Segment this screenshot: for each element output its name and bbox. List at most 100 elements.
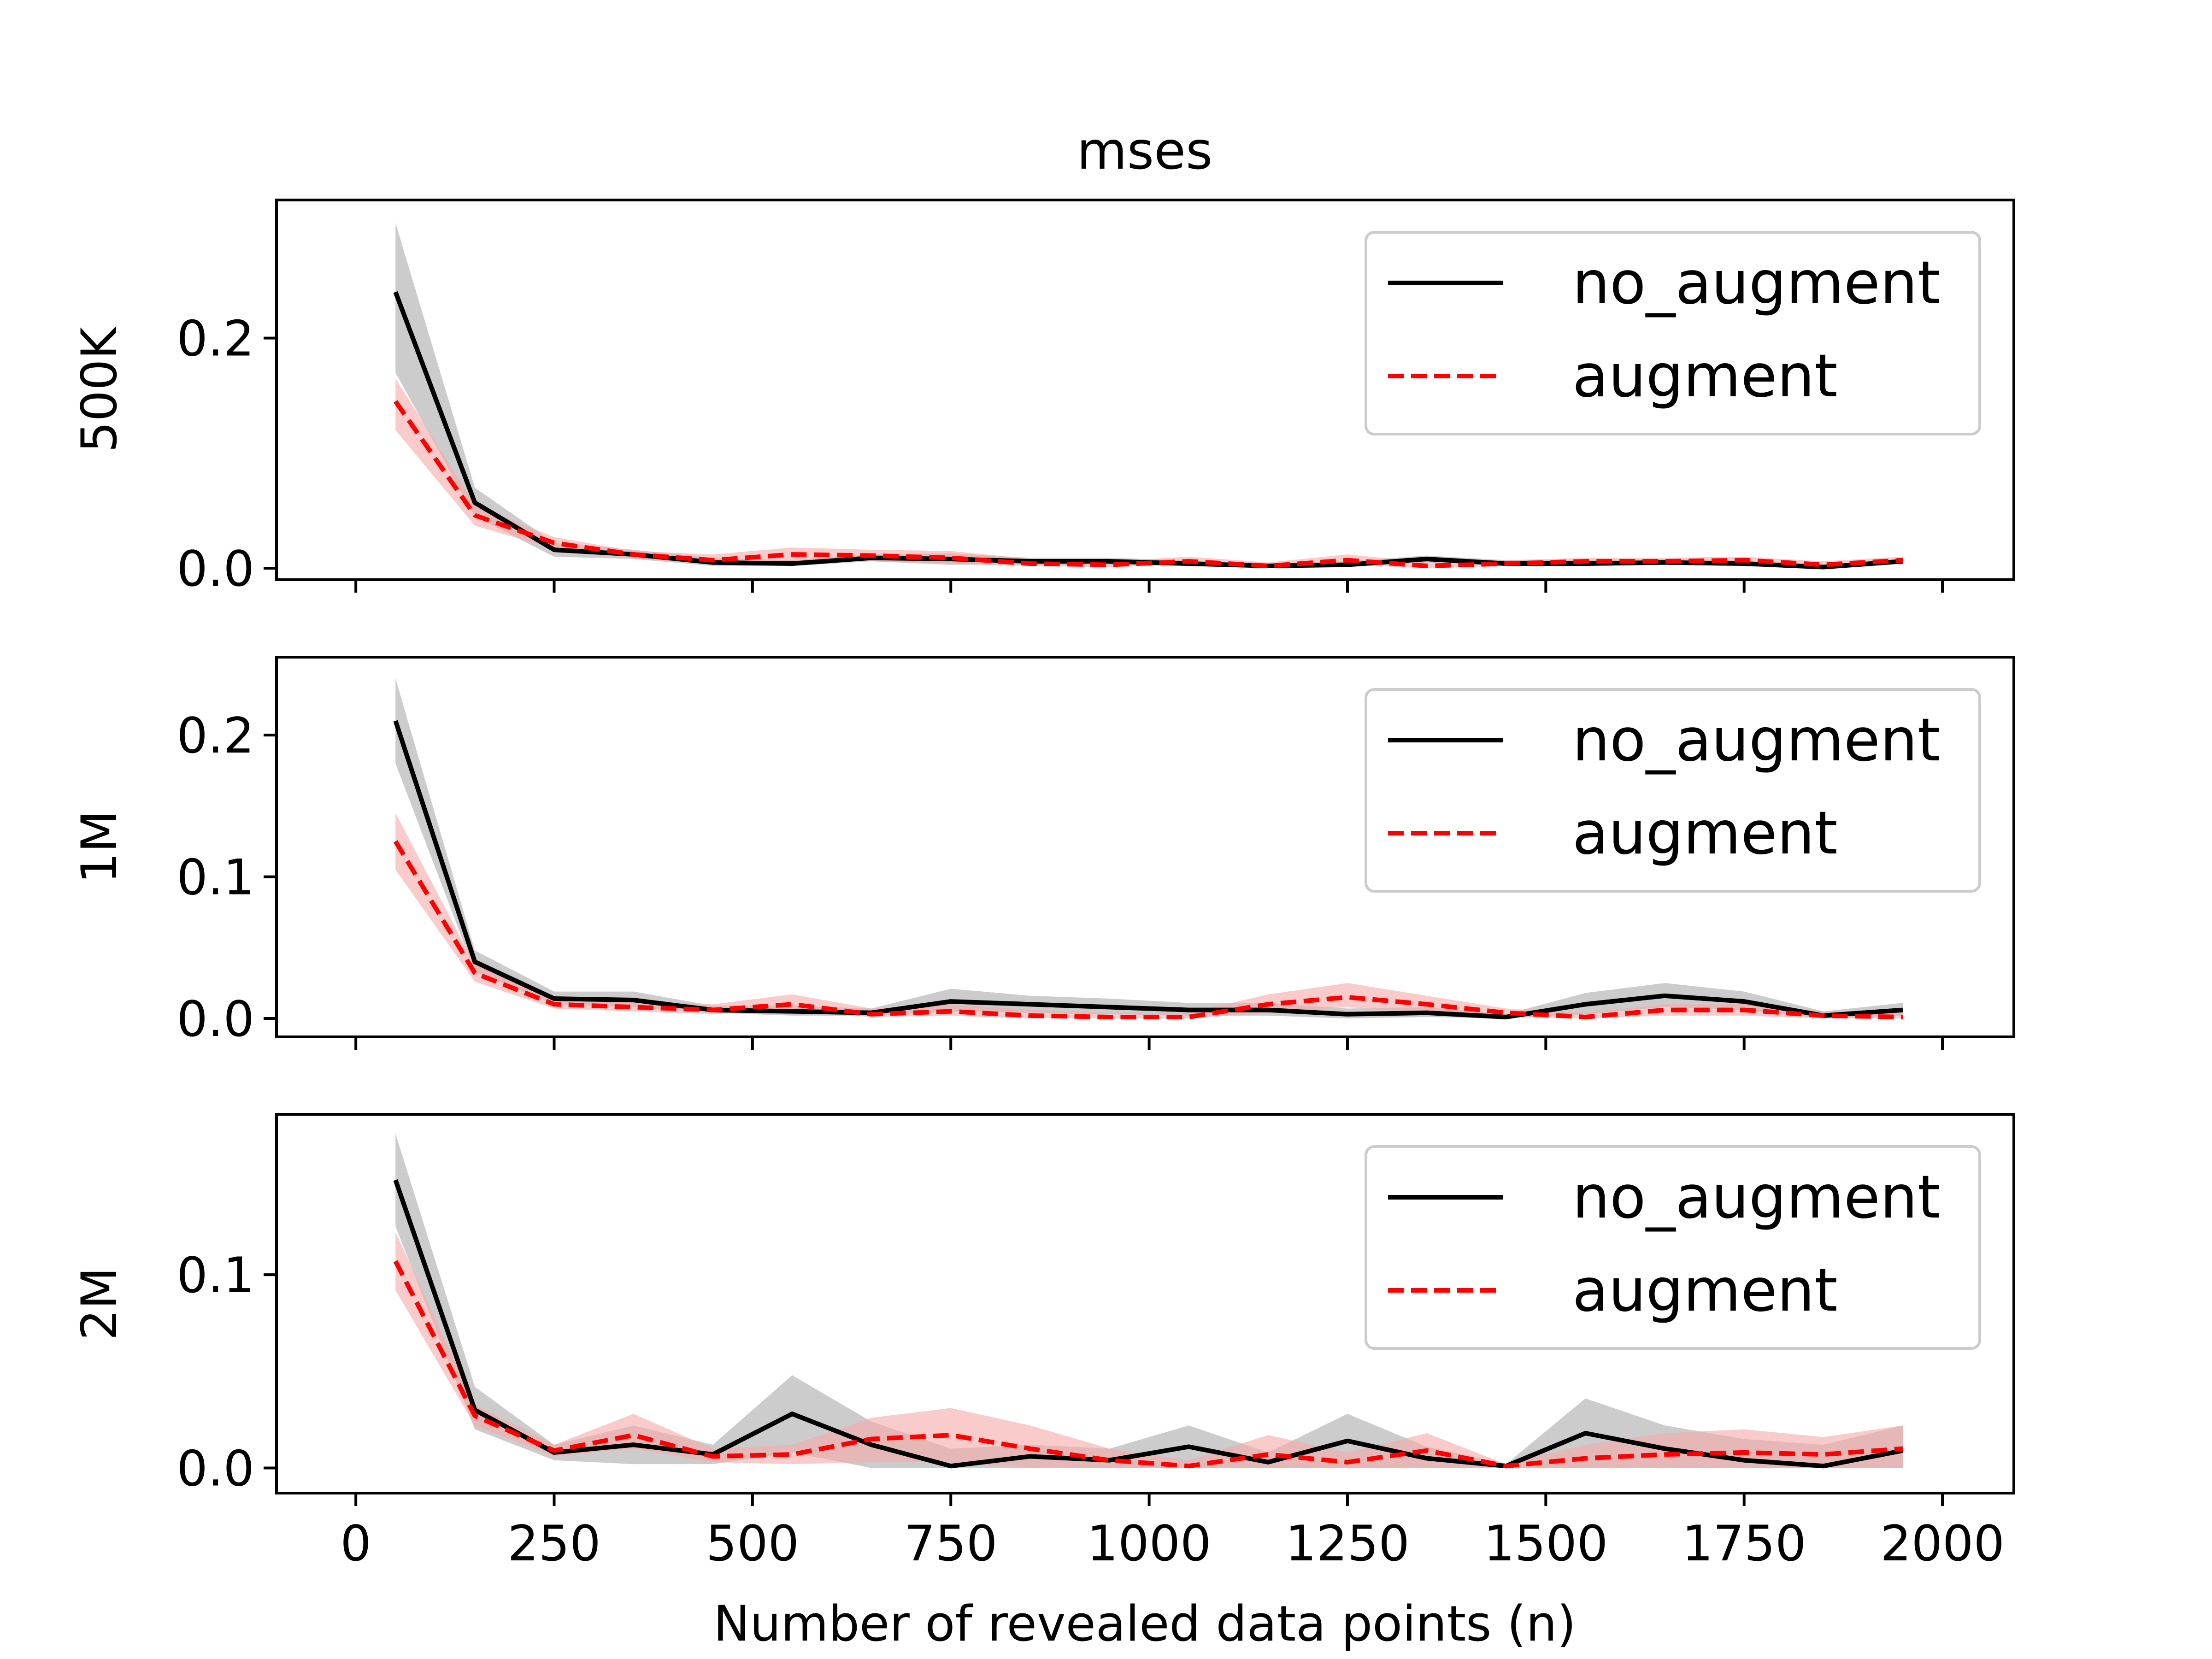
data-point-augment: [1109, 1017, 1110, 1018]
data-point-augment: [1744, 1452, 1745, 1453]
x-tick-label: 0: [340, 1515, 371, 1572]
data-point-augment: [633, 1006, 634, 1007]
y-tick-label: 0.0: [176, 991, 254, 1047]
data-point-augment: [1188, 561, 1189, 562]
y-axis-label: 1M: [71, 811, 128, 884]
data-point-augment: [554, 1450, 555, 1451]
data-point-no_augment: [1823, 567, 1824, 568]
data-point-augment: [1268, 1004, 1269, 1005]
data-point-no_augment: [554, 549, 555, 550]
data-point-no_augment: [1744, 1460, 1745, 1461]
x-tick-label: 1500: [1483, 1515, 1608, 1572]
legend-label-no_augment: no_augment: [1572, 1163, 1941, 1232]
series-line-augment: [393, 1260, 1903, 1469]
data-point-augment: [1188, 1465, 1189, 1466]
x-tick-label: 250: [507, 1515, 600, 1572]
data-point-no_augment: [633, 1444, 634, 1445]
panel-2M: 0.0 0.1 0 250 500 750 1000 1250 1500 1750 2000 2M no…: [71, 1113, 2015, 1572]
data-point-augment: [1902, 1448, 1903, 1449]
data-point-no_augment: [474, 961, 475, 962]
axes-frame: [275, 656, 2015, 1038]
data-point-augment: [474, 515, 475, 516]
data-point-augment: [474, 1415, 475, 1416]
data-point-no_augment: [1268, 1462, 1269, 1463]
plot-area: [393, 1133, 1903, 1469]
data-point-augment: [1426, 1004, 1427, 1005]
data-point-augment: [395, 1261, 396, 1262]
data-point-augment: [792, 554, 793, 555]
data-point-augment: [950, 558, 951, 559]
data-point-augment: [1744, 1010, 1745, 1011]
data-point-no_augment: [1426, 1012, 1427, 1013]
data-point-no_augment: [1109, 561, 1110, 562]
data-point-no_augment: [1744, 1001, 1745, 1002]
data-point-augment: [1426, 565, 1427, 566]
series-line-augment: [393, 840, 1903, 1019]
data-point-augment: [1188, 1017, 1189, 1018]
data-point-no_augment: [792, 563, 793, 564]
series-line-no_augment: [393, 720, 1903, 1019]
data-point-no_augment: [950, 1001, 951, 1002]
data-point-augment: [950, 1011, 951, 1012]
data-point-augment: [1744, 560, 1745, 561]
x-tick-label: 1000: [1087, 1515, 1212, 1572]
panels-group: 0.00.2500Kno_augmentaugment0.00.10.21Mno…: [71, 199, 2015, 1572]
data-point-augment: [1823, 1015, 1824, 1016]
data-point-augment: [871, 555, 872, 556]
data-point-augment: [395, 841, 396, 842]
data-point-no_augment: [554, 998, 555, 999]
legend-frame: [1365, 1145, 1981, 1350]
data-point-no_augment: [1188, 1010, 1189, 1011]
x-tick-label: 2000: [1880, 1515, 2005, 1572]
plot-area: [393, 223, 1903, 570]
y-tick-label: 0.0: [176, 1440, 254, 1497]
data-point-no_augment: [1823, 1465, 1824, 1466]
data-point-augment: [1347, 1462, 1348, 1463]
y-tick-label: 0.2: [176, 707, 254, 764]
data-point-augment: [712, 1456, 713, 1457]
legend-label-augment: augment: [1572, 342, 1838, 411]
data-point-no_augment: [474, 502, 475, 503]
data-point-augment: [554, 542, 555, 543]
data-point-no_augment: [1585, 1433, 1586, 1434]
x-tick-label: 1750: [1682, 1515, 1806, 1572]
x-tick-label: 500: [706, 1515, 799, 1572]
data-point-augment: [712, 1010, 713, 1011]
legend-frame: [1365, 688, 1981, 893]
data-point-augment: [1585, 561, 1586, 562]
data-point-augment: [1347, 997, 1348, 998]
data-point-augment: [474, 973, 475, 974]
x-tick-label: 1250: [1285, 1515, 1410, 1572]
data-point-augment: [1426, 1450, 1427, 1451]
data-point-no_augment: [1347, 1014, 1348, 1015]
plot-area: [393, 678, 1903, 1019]
data-point-no_augment: [1902, 1010, 1903, 1011]
data-point-augment: [712, 560, 713, 561]
legend-label-augment: augment: [1572, 1256, 1838, 1325]
y-tick-label: 0.0: [176, 541, 254, 597]
data-point-no_augment: [950, 1465, 951, 1466]
data-point-augment: [1585, 1458, 1586, 1459]
data-point-no_augment: [792, 1413, 793, 1414]
data-point-augment: [1585, 1017, 1586, 1018]
data-point-no_augment: [1188, 1446, 1189, 1447]
data-point-augment: [792, 1004, 793, 1005]
data-point-augment: [1268, 1454, 1269, 1455]
band-augment: [395, 813, 1903, 1019]
legend-label-augment: augment: [1572, 799, 1838, 868]
y-tick-label: 0.1: [176, 849, 254, 906]
data-point-no_augment: [395, 292, 396, 293]
data-point-no_augment: [395, 1180, 396, 1181]
data-point-no_augment: [871, 1444, 872, 1445]
data-point-augment: [395, 401, 396, 402]
data-point-augment: [1902, 560, 1903, 561]
data-point-augment: [1268, 565, 1269, 566]
band-augment: [395, 1232, 1903, 1468]
data-point-no_augment: [1109, 1006, 1110, 1007]
data-point-no_augment: [1426, 1458, 1427, 1459]
y-axis-label: 2M: [71, 1267, 128, 1341]
